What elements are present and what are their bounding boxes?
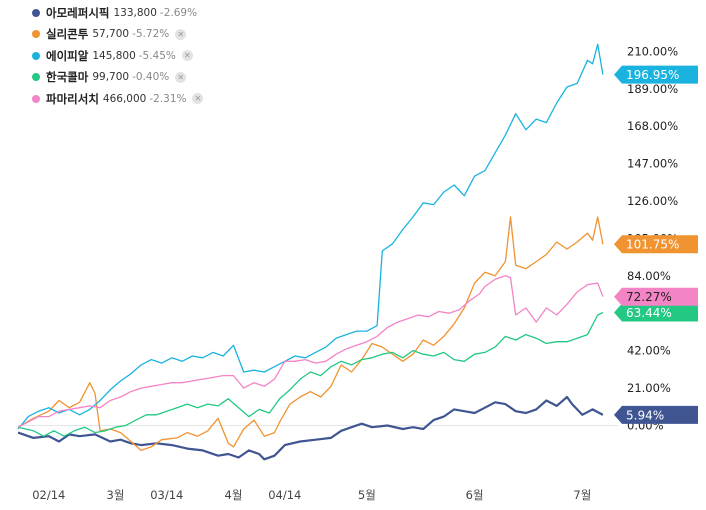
end-value-tag (614, 303, 698, 322)
legend-price: 133,800 (113, 6, 157, 19)
y-tick-label: 147.00% (627, 157, 678, 171)
x-tick-label: 04/14 (268, 488, 301, 502)
legend-price: 57,700 (92, 28, 130, 41)
end-value-tag (614, 287, 698, 306)
x-tick-label: 3월 (107, 488, 125, 502)
legend: 아모레퍼시픽 133,800 -2.69% 실리콘투 57,700 -5.72% ✕ 에이피알… (32, 2, 204, 110)
legend-item[interactable]: 실리콘투 57,700 -5.72% ✕ (32, 24, 203, 46)
legend-price: 145,800 (92, 49, 136, 62)
legend-name: 에이피알 (46, 48, 89, 63)
end-value-tag (614, 405, 698, 424)
end-value-label: 72.27% (626, 290, 672, 304)
legend-item[interactable]: 에이피알 145,800 -5.45% ✕ (32, 45, 203, 67)
y-tick-label: 126.00% (627, 194, 678, 208)
legend-name: 실리콘투 (46, 27, 89, 42)
legend-name: 아모레퍼시픽 (46, 5, 110, 20)
legend-dot (32, 73, 40, 82)
y-tick-label: 210.00% (627, 44, 678, 58)
legend-dot (32, 94, 40, 103)
close-icon[interactable]: ✕ (181, 50, 193, 62)
x-tick-label: 6월 (466, 488, 484, 502)
end-value-label: 196.95% (626, 68, 679, 82)
x-tick-label: 5월 (358, 488, 376, 502)
legend-dot (32, 30, 40, 39)
end-value-label: 63.44% (626, 306, 672, 320)
legend-dot (32, 8, 40, 17)
series-line[interactable] (17, 395, 604, 461)
legend-item[interactable]: 파마리서치 466,000 -2.31% ✕ (32, 88, 204, 110)
legend-name: 한국콜마 (46, 70, 89, 85)
series-line[interactable] (17, 275, 604, 428)
end-value-label: 101.75% (626, 238, 679, 252)
close-icon[interactable]: ✕ (175, 71, 187, 83)
close-icon[interactable]: ✕ (192, 93, 204, 105)
legend-name: 파마리서치 (46, 91, 99, 106)
y-tick-label: 168.00% (627, 119, 678, 133)
legend-change: -2.69% (159, 6, 198, 19)
legend-change: -0.40% (132, 71, 170, 84)
legend-item[interactable]: 아모레퍼시픽 133,800 -2.69% (32, 2, 203, 24)
x-tick-label: 02/14 (32, 488, 65, 502)
end-value-tag (614, 65, 698, 84)
series-line[interactable] (17, 216, 604, 452)
legend-price: 466,000 (102, 92, 147, 105)
series-line[interactable] (17, 43, 604, 430)
y-tick-label: 189.00% (627, 82, 678, 96)
close-icon[interactable]: ✕ (175, 28, 187, 40)
x-tick-label: 7월 (573, 488, 591, 502)
legend-change: -2.31% (149, 92, 187, 105)
y-tick-label: 21.00% (627, 381, 671, 395)
legend-item[interactable]: 한국콜마 99,700 -0.40% ✕ (32, 67, 203, 89)
y-tick-label: 84.00% (627, 269, 671, 283)
x-tick-label: 03/14 (150, 488, 183, 502)
legend-change: -5.72% (132, 28, 170, 41)
y-tick-label: 42.00% (627, 344, 671, 358)
legend-dot (32, 51, 40, 60)
series-line[interactable] (17, 311, 604, 437)
legend-price: 99,700 (92, 71, 130, 84)
end-value-tag (614, 235, 698, 254)
end-value-label: 5.94% (626, 408, 664, 422)
x-tick-label: 4월 (225, 488, 243, 502)
legend-change: -5.45% (138, 49, 176, 62)
